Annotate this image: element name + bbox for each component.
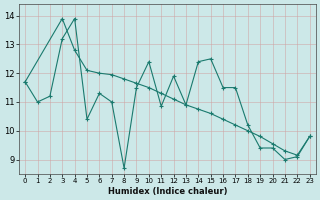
X-axis label: Humidex (Indice chaleur): Humidex (Indice chaleur) (108, 187, 227, 196)
